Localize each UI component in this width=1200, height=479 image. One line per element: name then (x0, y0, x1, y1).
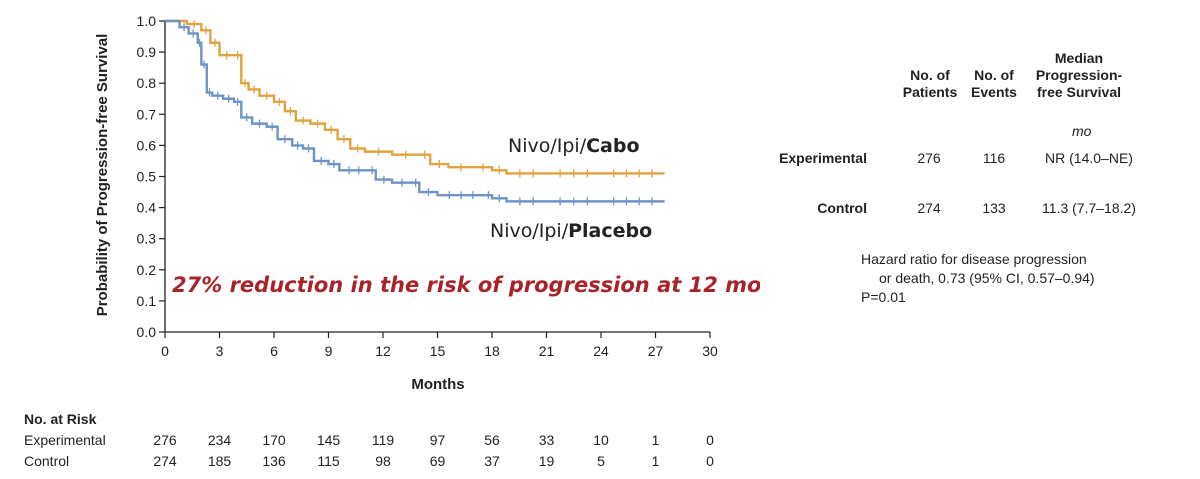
x-tick-label: 15 (430, 343, 446, 359)
risk-value-experimental: 1 (651, 432, 660, 448)
risk-value-control: 1 (651, 453, 660, 469)
row-experimental-events: 116 (982, 150, 1006, 166)
row-experimental-median: NR (14.0–NE) (1045, 150, 1133, 166)
header-patients-line2: Patients (902, 84, 958, 100)
hazard-line1: Hazard ratio for disease progression (861, 251, 1087, 267)
row-control-events: 133 (982, 200, 1006, 216)
x-tick-label: 6 (270, 343, 278, 359)
risk-value-control: 98 (375, 453, 391, 469)
risk-value-experimental: 170 (262, 432, 286, 448)
risk-row-control-label: Control (24, 453, 70, 469)
series-label-cabo-prefix: Nivo/Ipi/ (508, 135, 587, 157)
risk-value-experimental: 56 (484, 432, 500, 448)
risk-value-control: 115 (317, 453, 340, 469)
row-control-label: Control (817, 200, 867, 216)
risk-value-control: 185 (207, 453, 232, 469)
risk-row-experimental-label: Experimental (24, 432, 106, 448)
x-tick-label: 21 (539, 343, 555, 359)
series-cabo-line (165, 19, 665, 175)
header-median-line1: Median (1054, 50, 1104, 66)
median-units: mo (1072, 123, 1092, 139)
y-tick-label: 0.2 (137, 262, 157, 278)
km-chart: 0.0 0.1 0.2 0.3 0.4 0.5 0.6 0.7 0.8 0.9 1.0 0 3 6 9 12 1… (94, 13, 760, 393)
row-experimental-patients: 276 (917, 150, 941, 166)
risk-value-experimental: 119 (371, 432, 395, 448)
y-tick-label: 0.9 (137, 44, 157, 60)
x-tick-label: 0 (161, 343, 169, 359)
risk-value-experimental: 97 (429, 432, 446, 448)
y-tick-label: 0.1 (137, 293, 157, 309)
header-events-line2: Events (971, 84, 1017, 100)
y-tick-label: 0.3 (137, 231, 157, 247)
x-tick-label: 9 (325, 343, 333, 359)
y-tick-label: 0.0 (137, 324, 157, 340)
callout-text: 27% reduction in the risk of progression… (172, 273, 760, 297)
header-median-line3: free Survival (1036, 84, 1122, 100)
x-tick-label: 27 (648, 343, 664, 359)
hazard-line3: P=0.01 (861, 289, 906, 305)
header-events-line1: No. of (974, 67, 1014, 83)
risk-value-experimental: 33 (538, 432, 555, 448)
risk-value-control: 136 (262, 453, 286, 469)
y-axis-title: Probability of Progression-free Survival (94, 34, 111, 317)
header-events: No. of Events (961, 67, 1027, 101)
series-label-placebo-bold: Placebo (568, 220, 652, 242)
y-tick-label: 0.5 (137, 169, 157, 185)
risk-value-experimental: 145 (316, 432, 341, 448)
risk-value-control: 0 (706, 453, 714, 469)
chart-axes: 0.0 0.1 0.2 0.3 0.4 0.5 0.6 0.7 0.8 0.9 1.0 0 3 6 9 12 1… (137, 13, 718, 359)
x-axis-title: Months (411, 376, 464, 393)
y-tick-label: 0.7 (137, 106, 157, 122)
risk-value-control: 19 (538, 453, 555, 469)
x-tick-label: 3 (216, 343, 224, 359)
risk-value-control: 37 (484, 453, 500, 469)
risk-value-control: 69 (429, 453, 446, 469)
header-median: Median Progression- free Survival (1021, 50, 1137, 101)
series-label-cabo-bold: Cabo (586, 135, 639, 157)
y-tick-label: 1.0 (137, 13, 157, 29)
series-label-cabo: Nivo/Ipi/Cabo (508, 135, 640, 157)
chart-curves (165, 19, 665, 206)
series-placebo-line (165, 19, 665, 203)
x-tick-label: 24 (593, 343, 609, 359)
risk-title: No. at Risk (24, 411, 97, 427)
x-tick-label: 30 (702, 343, 718, 359)
row-experimental-label: Experimental (779, 150, 867, 166)
y-tick-label: 0.6 (137, 137, 157, 153)
header-median-line2: Progression- (1035, 67, 1123, 83)
y-tick-label: 0.8 (137, 75, 157, 91)
hazard-ratio-text: Hazard ratio for disease progression or … (861, 250, 1095, 307)
risk-value-experimental: 276 (153, 432, 177, 448)
hazard-line2: or death, 0.73 (95% CI, 0.57–0.94) (879, 270, 1095, 286)
series-label-placebo-prefix: Nivo/Ipi/ (490, 220, 569, 242)
x-tick-label: 12 (375, 343, 391, 359)
risk-value-experimental: 10 (593, 432, 609, 448)
header-patients: No. of Patients (893, 67, 967, 101)
risk-value-experimental: 234 (207, 432, 232, 448)
series-label-placebo: Nivo/Ipi/Placebo (490, 220, 652, 242)
risk-value-experimental: 0 (706, 432, 714, 448)
header-patients-line1: No. of (910, 67, 950, 83)
y-tick-label: 0.4 (137, 200, 157, 216)
row-control-median: 11.3 (7.7–18.2) (1042, 200, 1136, 216)
risk-value-control: 274 (153, 453, 177, 469)
row-control-patients: 274 (917, 200, 941, 216)
risk-value-control: 5 (597, 453, 605, 469)
x-tick-label: 18 (484, 343, 500, 359)
